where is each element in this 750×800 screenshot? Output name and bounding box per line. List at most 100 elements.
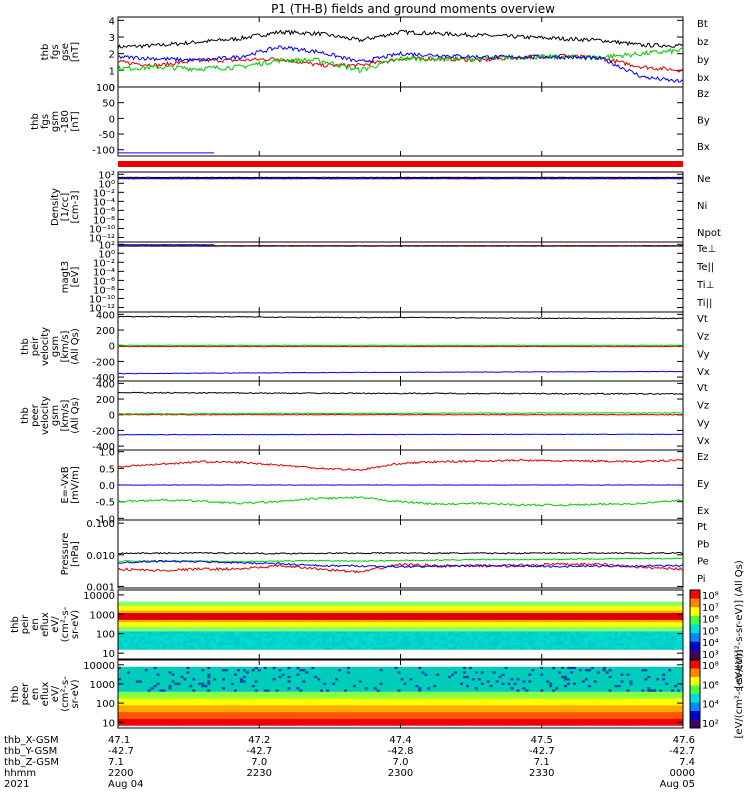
spectrogram-cell — [546, 626, 550, 630]
spectrogram-cell — [165, 610, 170, 614]
y-axis-label-line: peer — [30, 403, 41, 427]
spectrogram-cell — [430, 633, 434, 637]
spectrogram-cell — [471, 617, 476, 621]
spectrogram-cell — [201, 626, 205, 630]
spectrogram-cell — [329, 615, 333, 619]
spectrogram-cell — [118, 599, 122, 602]
spectrogram-cell — [308, 608, 312, 612]
spectrogram-cell — [549, 619, 553, 623]
spectrogram-cell — [528, 631, 532, 635]
spectrogram-cell — [382, 642, 387, 646]
spectrogram-cell — [150, 626, 155, 630]
spectrogram-cell — [454, 633, 458, 637]
spectrogram-cell — [418, 640, 422, 644]
spectrogram-cell — [335, 638, 339, 642]
spectrogram-cell — [198, 610, 202, 614]
spectrogram-cell — [326, 626, 330, 630]
spectrogram-cell — [159, 631, 164, 635]
spectrogram-cell — [260, 631, 265, 635]
spectrogram-cell — [474, 617, 479, 621]
spectrogram-cell — [436, 594, 440, 598]
spectrogram-cell — [320, 615, 324, 619]
spectrogram-cell — [168, 596, 173, 600]
spectrogram-cell — [192, 599, 196, 602]
spectrogram-cell — [385, 647, 390, 651]
spectrogram-cell — [335, 636, 339, 639]
spectrogram-cell — [222, 615, 226, 619]
spectrogram-cell — [287, 599, 291, 602]
spectrogram-cell — [358, 624, 363, 628]
spectrogram-cell — [314, 640, 318, 644]
spectrogram-cell — [341, 619, 345, 623]
spectrogram-cell — [207, 613, 211, 616]
spectrogram-cell — [391, 615, 396, 619]
spectrogram-cell — [364, 633, 369, 637]
spectrogram-cell — [296, 608, 300, 612]
spectrogram-cell — [424, 649, 428, 653]
spectrogram-cell — [332, 647, 336, 651]
spectrogram-cell — [495, 652, 500, 655]
spectrogram-cell — [480, 590, 485, 593]
spectrogram-cell — [445, 601, 449, 605]
spectrogram-cell — [284, 645, 288, 648]
spectrogram-cell — [338, 594, 342, 598]
spectrogram-cell — [531, 592, 535, 596]
y-axis-label-line: gsm — [50, 111, 61, 132]
spectrogram-cell — [233, 631, 238, 635]
spectrogram-cell — [436, 631, 440, 635]
spectrogram-cell — [346, 636, 351, 639]
spectrogram-cell — [165, 601, 170, 605]
spectrogram-cell — [272, 654, 277, 658]
spectrogram-cell — [457, 624, 461, 628]
spectrogram-cell — [180, 656, 184, 660]
spectrogram-cell — [427, 656, 431, 660]
spectrogram-cell — [299, 629, 303, 632]
spectrogram-cell — [436, 610, 440, 614]
spectrogram-cell — [355, 601, 360, 605]
spectrogram-cell — [225, 626, 229, 630]
spectrogram-cell — [207, 633, 211, 637]
spectrogram-cell — [126, 592, 131, 596]
spectrogram-cell — [427, 652, 431, 655]
spectrogram-cell — [284, 608, 288, 612]
spectrogram-cell — [397, 652, 401, 655]
spectrogram-cell — [305, 636, 309, 639]
spectrogram-cell — [510, 615, 514, 619]
spectrogram-cell — [358, 649, 363, 653]
spectrogram-cell — [189, 590, 193, 593]
spectrogram-cell — [382, 594, 387, 598]
spectrogram-cell — [495, 592, 500, 596]
spectrogram-cell — [314, 636, 318, 639]
spectrogram-cell — [314, 594, 318, 598]
spectrogram-cell — [421, 624, 425, 628]
spectrogram-cell — [153, 636, 158, 639]
spectrogram-cell — [281, 596, 286, 600]
spectrogram-cell — [558, 631, 562, 635]
spectrogram-cell — [474, 647, 479, 651]
spectrogram-cell — [427, 606, 431, 609]
spectrogram-cell — [412, 594, 416, 598]
spectrogram-cell — [462, 610, 467, 614]
spectrogram-cell — [534, 613, 538, 616]
y-tick-label: -200 — [92, 426, 115, 437]
spectrogram-cell — [391, 636, 396, 639]
y-tick-label: -400 — [92, 373, 115, 384]
spectrogram-cell — [412, 622, 416, 625]
spectrogram-cell — [462, 613, 467, 616]
spectrogram-cell — [201, 619, 205, 623]
spectrogram-cell — [257, 613, 262, 616]
spectrogram-cell — [272, 647, 277, 651]
spectrogram-cell — [495, 617, 500, 621]
spectrogram-cell — [454, 645, 458, 648]
spectrogram-cell — [528, 610, 532, 614]
spectrogram-cell — [388, 601, 393, 605]
spectrogram-cell — [442, 626, 446, 630]
spectrogram-cell — [373, 652, 378, 655]
spectrogram-cell — [468, 606, 473, 609]
spectrogram-cell — [361, 622, 366, 625]
spectrogram-cell — [153, 608, 158, 612]
spectrogram-cell — [558, 640, 562, 644]
spectrogram-cell — [385, 601, 390, 605]
spectrogram-cell — [448, 613, 452, 616]
spectrogram-cell — [150, 631, 155, 635]
